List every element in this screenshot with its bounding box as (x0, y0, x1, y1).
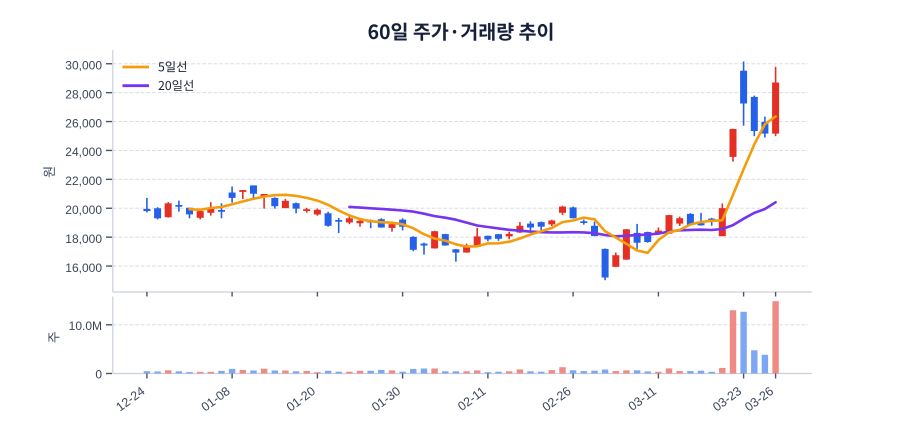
svg-text:10.0M: 10.0M (69, 319, 102, 333)
svg-text:24,000: 24,000 (65, 145, 102, 159)
svg-text:20,000: 20,000 (65, 203, 102, 217)
svg-text:26,000: 26,000 (65, 116, 102, 130)
svg-text:0: 0 (95, 368, 102, 382)
svg-text:16,000: 16,000 (65, 261, 102, 275)
svg-text:18,000: 18,000 (65, 232, 102, 246)
svg-text:22,000: 22,000 (65, 174, 102, 188)
svg-text:30,000: 30,000 (65, 58, 102, 72)
svg-text:28,000: 28,000 (65, 87, 102, 101)
